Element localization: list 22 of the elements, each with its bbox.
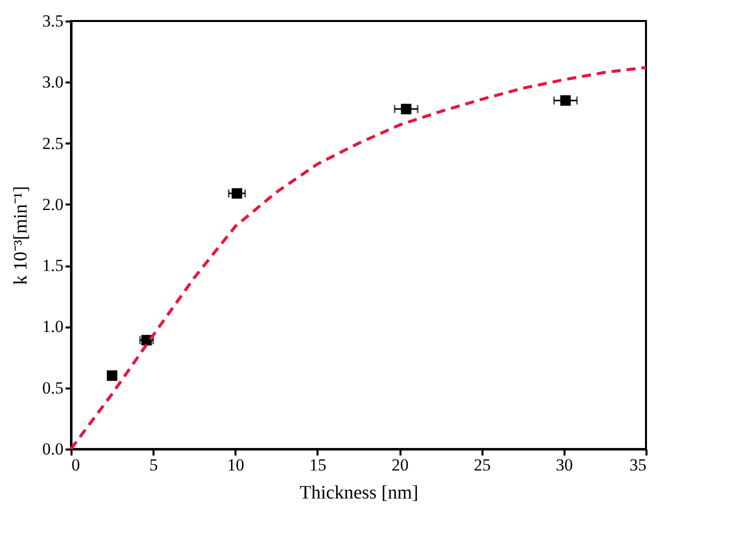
point xyxy=(400,104,412,114)
x-tick-label: 30 xyxy=(556,456,573,474)
y-tick-label: 0.5 xyxy=(42,378,64,398)
x-tick-label: 35 xyxy=(630,456,646,474)
y-tick-label: 1.5 xyxy=(42,256,64,276)
x-tick-label: 5 xyxy=(149,456,158,474)
y-tick-label: 2.0 xyxy=(42,194,64,214)
x-tick-label: 20 xyxy=(392,456,409,474)
x-tick-label: 25 xyxy=(474,456,491,474)
point xyxy=(232,188,242,199)
y-tick-label: 3.5 xyxy=(42,12,64,30)
x-tick-label: 15 xyxy=(309,456,326,474)
y-tick-label: 0.0 xyxy=(42,440,64,458)
x-axis-title: Thickness [nm] xyxy=(300,482,418,504)
y-tick-label: 3.0 xyxy=(42,72,64,92)
point xyxy=(560,95,571,106)
x-tick-label: 0 xyxy=(72,456,80,474)
y-tick-label: 1.0 xyxy=(42,317,64,336)
y-tick-label: 2.5 xyxy=(42,134,64,153)
y-axis-title: k 10⁻³[min⁻¹] xyxy=(10,186,32,285)
point xyxy=(106,370,118,381)
x-tick-label: 10 xyxy=(227,456,244,474)
